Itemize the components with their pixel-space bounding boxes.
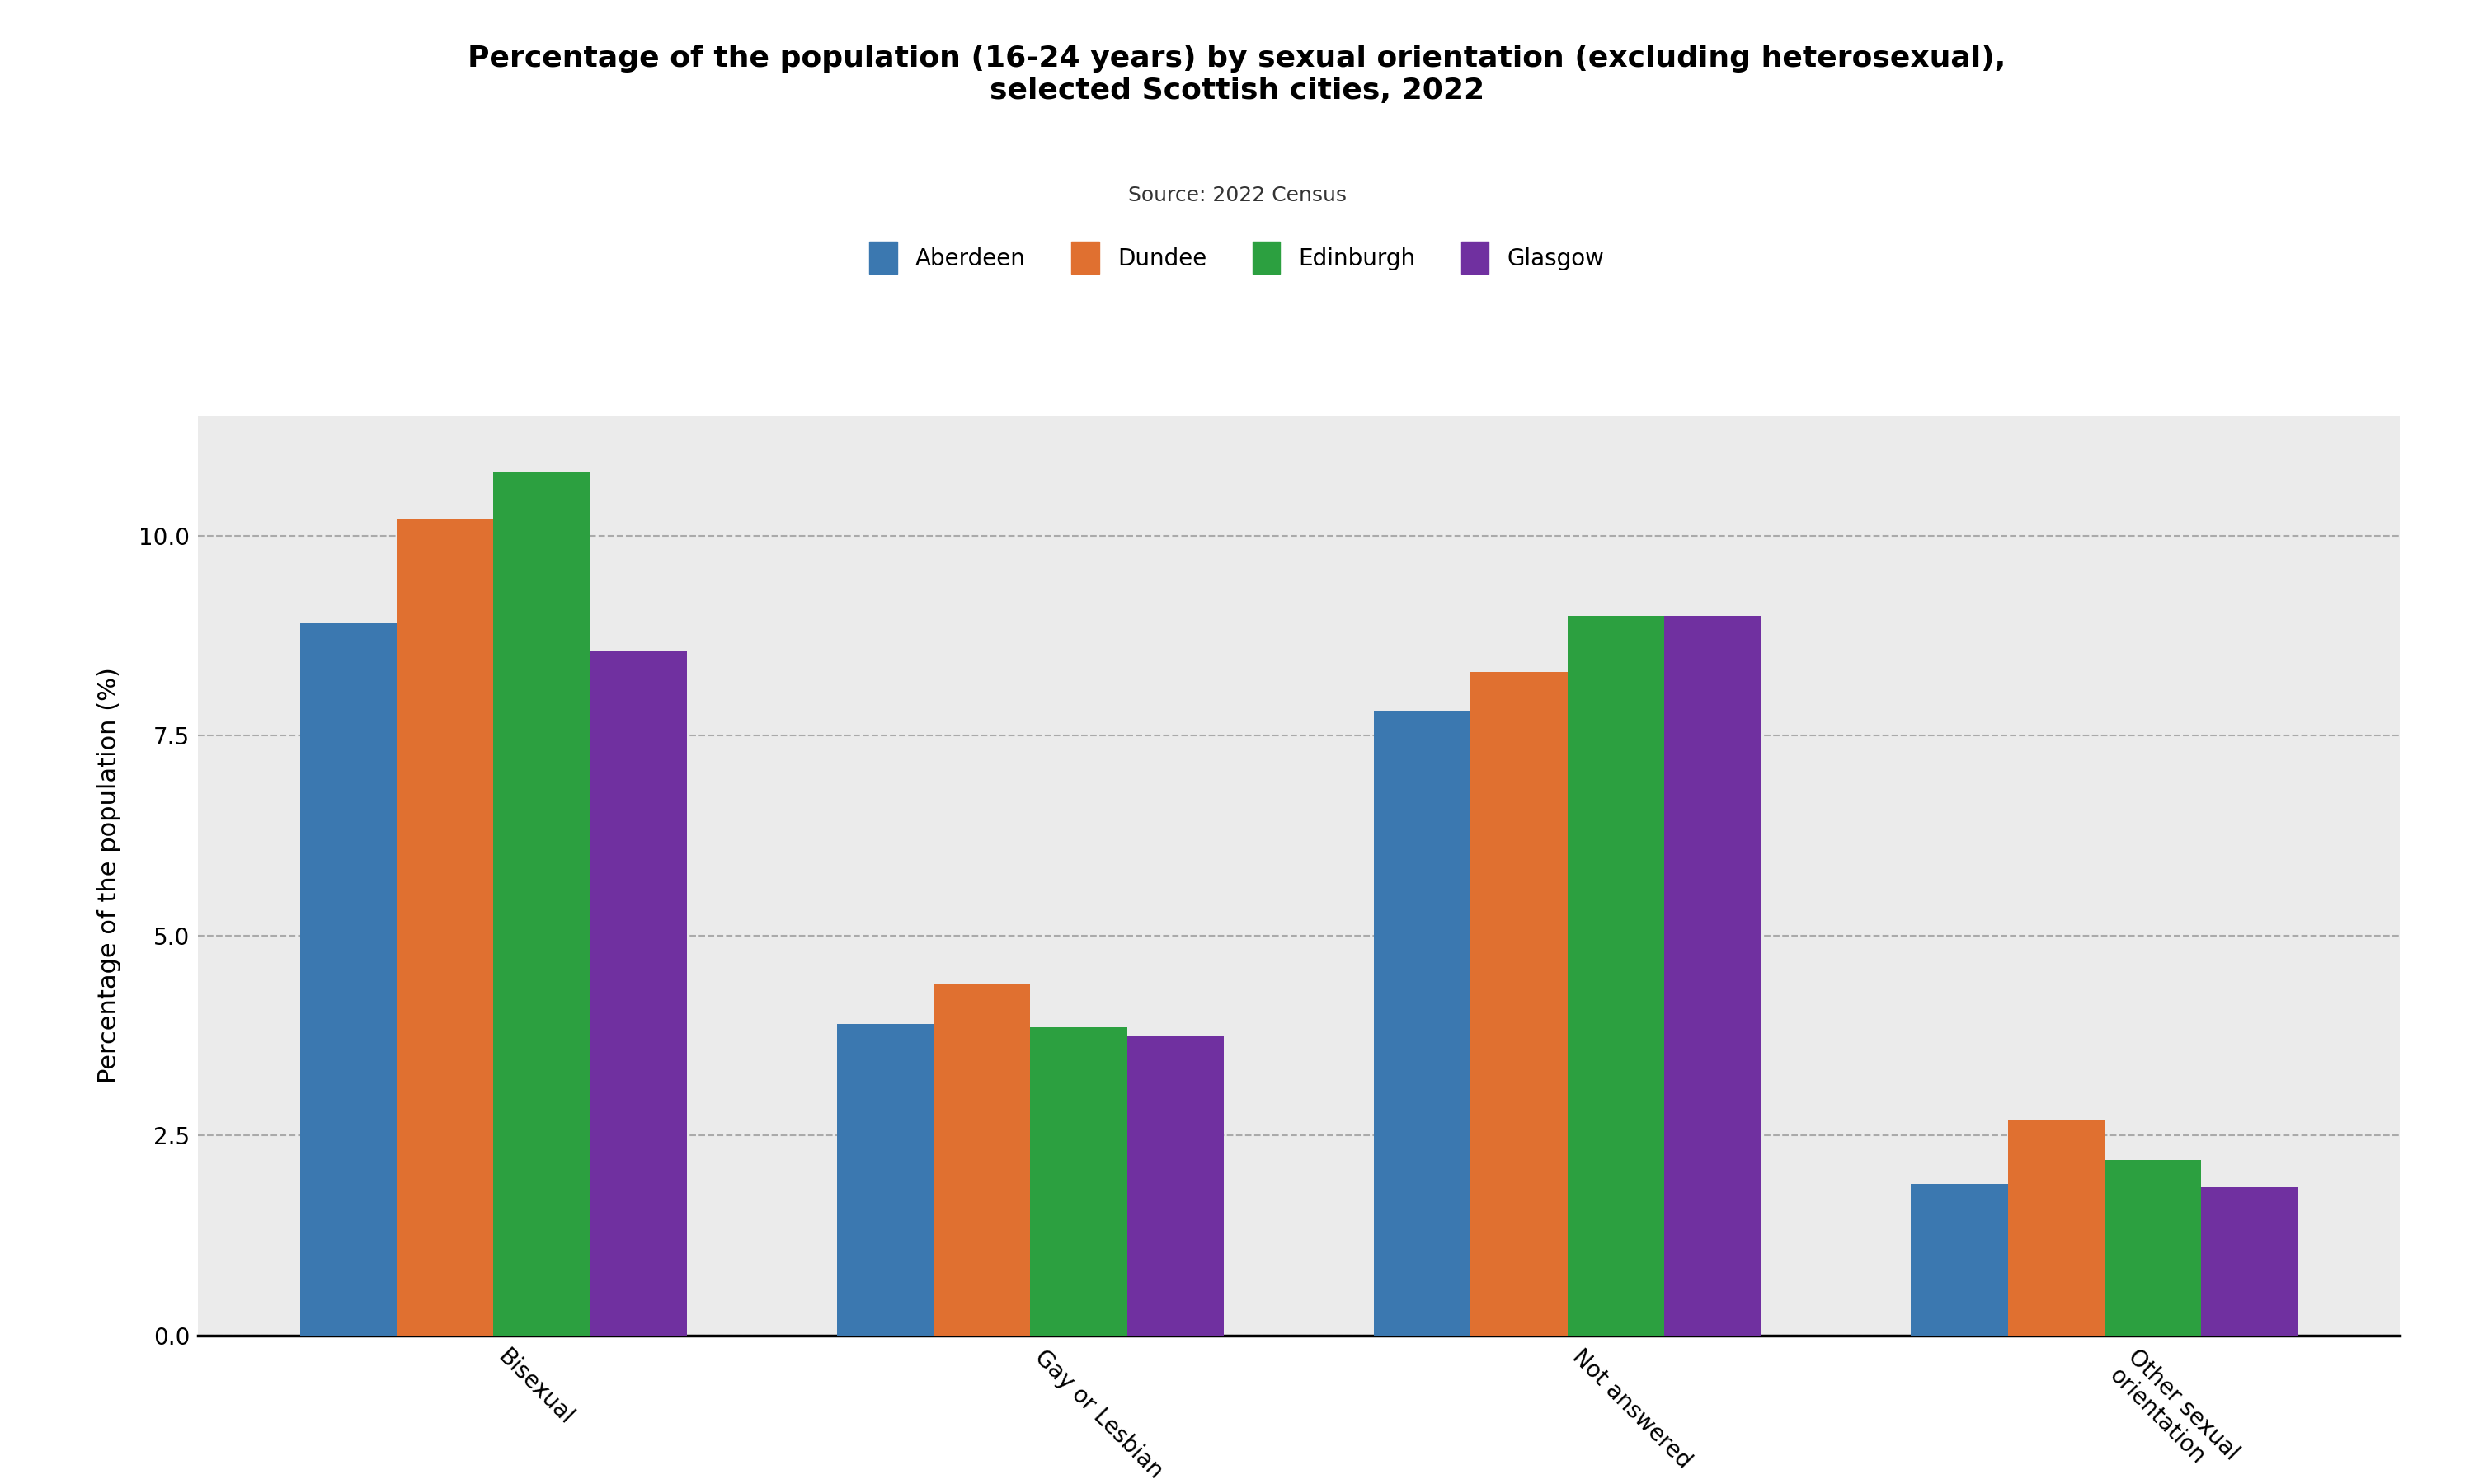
Bar — [589, 651, 688, 1336]
Bar — [1373, 711, 1470, 1336]
Bar — [1029, 1027, 1128, 1336]
Y-axis label: Percentage of the population (%): Percentage of the population (%) — [96, 668, 121, 1083]
Legend: Aberdeen, Dundee, Edinburgh, Glasgow: Aberdeen, Dundee, Edinburgh, Glasgow — [868, 242, 1606, 275]
Bar — [1470, 672, 1569, 1336]
Bar — [933, 984, 1029, 1336]
Bar — [836, 1024, 933, 1336]
Bar — [299, 623, 396, 1336]
Bar — [492, 472, 589, 1336]
Bar — [1910, 1184, 2009, 1336]
Bar — [1569, 616, 1665, 1336]
Bar — [1128, 1036, 1225, 1336]
Text: Percentage of the population (16-24 years) by sexual orientation (excluding hete: Percentage of the population (16-24 year… — [468, 45, 2006, 105]
Bar — [2105, 1159, 2202, 1336]
Bar — [396, 519, 492, 1336]
Bar — [1665, 616, 1761, 1336]
Bar — [2009, 1119, 2105, 1336]
Bar — [2202, 1187, 2298, 1336]
Text: Source: 2022 Census: Source: 2022 Census — [1128, 186, 1346, 205]
